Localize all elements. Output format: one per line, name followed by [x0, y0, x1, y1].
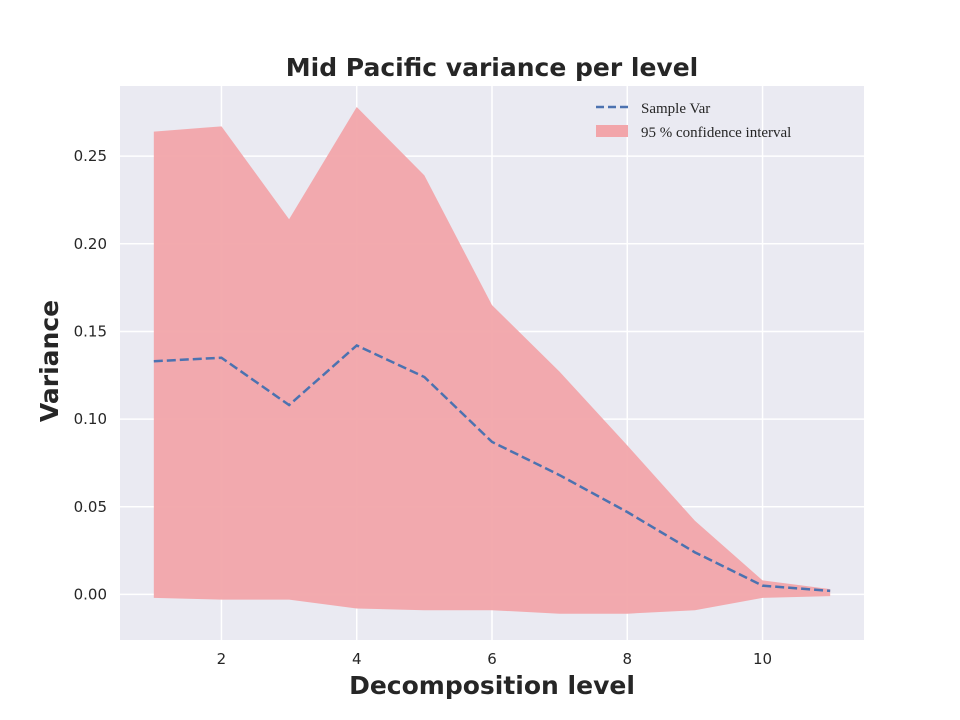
- x-tick-label: 4: [352, 650, 362, 668]
- y-tick-label: 0.20: [74, 235, 107, 253]
- legend-entry-confidence-interval: 95 % confidence interval: [641, 125, 791, 141]
- x-axis-label: Decomposition level: [349, 671, 635, 700]
- y-tick-label: 0.10: [74, 410, 107, 428]
- series-line-sample-var: [153, 343, 831, 593]
- confidence-band: [153, 107, 831, 614]
- x-tick-label: 2: [217, 650, 227, 668]
- y-tick-label: 0.00: [74, 585, 107, 603]
- confidence-band-layer: [153, 107, 831, 614]
- legend: Sample Var 95 % confidence interval: [596, 101, 791, 141]
- x-ticks: 2 4 6 8 10: [217, 650, 772, 668]
- legend-entry-sample-var: Sample Var: [641, 101, 710, 117]
- y-axis-label: Variance: [35, 300, 64, 422]
- y-tick-label: 0.15: [74, 322, 107, 340]
- y-tick-label: 0.25: [74, 147, 107, 165]
- x-tick-label: 6: [487, 650, 497, 668]
- y-ticks: 0.00 0.05 0.10 0.15 0.20 0.25: [74, 147, 107, 603]
- x-tick-label: 8: [622, 650, 632, 668]
- series-layer: [153, 343, 831, 593]
- chart-title: Mid Pacific variance per level: [286, 53, 698, 82]
- x-tick-label: 10: [753, 650, 772, 668]
- legend-band-swatch: [596, 125, 628, 137]
- y-tick-label: 0.05: [74, 498, 107, 516]
